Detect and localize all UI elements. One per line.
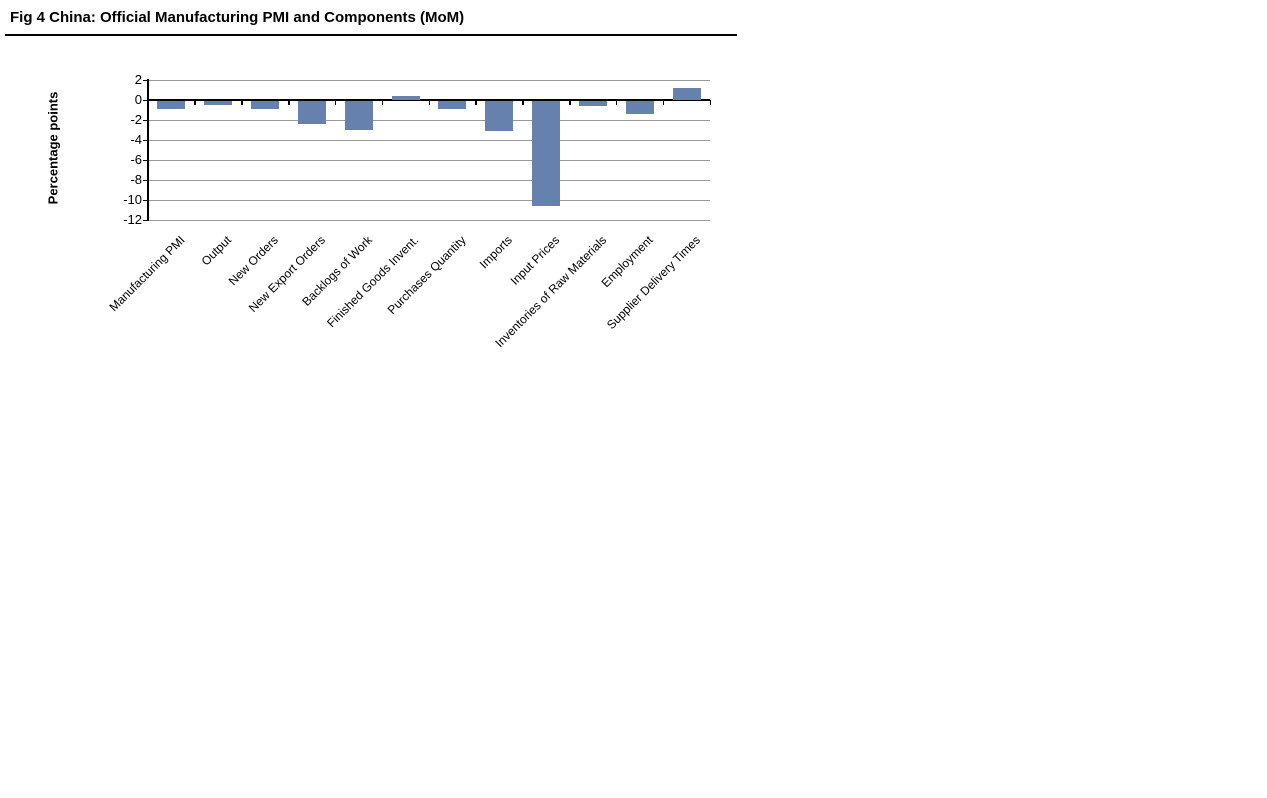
bar-purchases-quantity	[438, 101, 467, 109]
bar-supplier-delivery-times	[672, 88, 701, 100]
y-tick-label: -8	[130, 172, 142, 187]
title-underline	[5, 34, 737, 36]
bar-input-prices	[532, 101, 561, 206]
bar-manufacturing-pmi	[157, 101, 186, 109]
x-tick-mark	[381, 100, 384, 105]
x-tick-mark	[428, 100, 430, 105]
y-gridline	[148, 140, 710, 141]
bar-imports	[485, 101, 514, 131]
y-tick-mark	[143, 139, 148, 141]
bar-chart: Percentage points 2 0 -2 -4 -6 -8 -10 -12 Manufa…	[0, 0, 760, 400]
y-tick-mark	[143, 99, 148, 101]
y-gridline	[148, 160, 710, 161]
y-tick-label: -2	[130, 112, 142, 127]
y-tick-mark	[143, 219, 148, 221]
x-category-label-text: Supplier Delivery Times	[603, 233, 703, 333]
y-tick-mark	[143, 159, 148, 161]
y-tick-mark	[143, 119, 148, 121]
y-tick-mark	[143, 199, 148, 201]
x-tick-mark	[522, 100, 524, 105]
bar-new-export-orders	[297, 101, 326, 124]
bar-output	[204, 101, 233, 105]
y-tick-label: -6	[130, 152, 142, 167]
y-axis-title: Percentage points	[45, 91, 61, 205]
y-tick-label: -4	[130, 132, 142, 147]
x-tick-mark	[334, 100, 337, 105]
x-tick-mark	[194, 100, 196, 105]
bar-inventories-of-raw-materials	[578, 101, 607, 106]
bar-employment	[625, 101, 654, 114]
x-tick-mark	[241, 100, 243, 105]
y-tick-label: -10	[123, 192, 142, 207]
x-category-label-text: Imports	[476, 233, 516, 272]
y-gridline	[148, 200, 710, 201]
x-tick-mark	[288, 100, 290, 105]
x-tick-mark	[615, 100, 618, 105]
y-tick-label: 0	[134, 92, 142, 107]
x-tick-mark	[709, 100, 711, 105]
y-tick-mark	[143, 79, 148, 81]
y-gridline	[148, 180, 710, 181]
x-tick-mark	[569, 100, 571, 105]
y-tick-mark	[143, 179, 148, 181]
y-gridline	[148, 120, 710, 121]
x-tick-mark	[475, 100, 477, 105]
bar-new-orders	[251, 101, 280, 109]
y-tick-label: -12	[123, 212, 142, 227]
x-tick-mark	[662, 100, 665, 105]
bar-finished-goods-invent-	[391, 96, 420, 100]
y-gridline	[148, 220, 710, 221]
x-category-label-text: Manufacturing PMI	[106, 233, 188, 315]
x-category-label-text: Finished Goods Invent.	[324, 233, 422, 331]
x-tick-mark	[147, 100, 149, 105]
x-category-label-text: Output	[198, 233, 235, 269]
bar-backlogs-of-work	[344, 101, 373, 130]
y-tick-label: 2	[134, 72, 142, 87]
chart-title: Fig 4 China: Official Manufacturing PMI …	[10, 9, 465, 26]
y-gridline	[148, 80, 710, 81]
y-axis-line	[147, 79, 149, 221]
